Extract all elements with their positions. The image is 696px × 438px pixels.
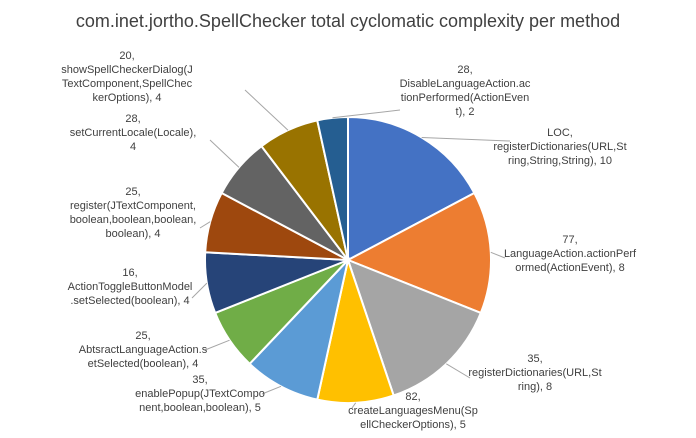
slice-label-7: 25, register(JTextComponent, boolean,boole…	[70, 186, 197, 240]
slice-label-line: 16,	[122, 267, 137, 279]
leader-line-9	[244, 89, 289, 131]
slice-label-line: LanguageAction.actionPerf	[504, 248, 637, 260]
pie-slice-1	[345, 191, 492, 315]
slice-label-line: registerDictionaries(URL,St	[468, 367, 601, 379]
slice-label-line: DisableLanguageAction.ac	[400, 78, 531, 90]
slice-label-line: ellCheckerOptions), 5	[360, 419, 466, 431]
slice-label-0: LOC, registerDictionaries(URL,St ring,Stri…	[493, 127, 626, 167]
leader-line-1	[490, 251, 506, 259]
leader-lines	[191, 89, 511, 409]
slice-label-line: LOC,	[547, 127, 573, 139]
leader-line-2	[446, 363, 471, 379]
slice-label-line: AbtsractLanguageAction.s	[79, 344, 208, 356]
leader-line-4	[261, 385, 282, 395]
slice-label-line: createLanguagesMenu(Sp	[348, 405, 478, 417]
slice-label-line: 20,	[119, 50, 134, 62]
slice-label-9: 20, showSpellCheckerDialog(J TextComponent…	[61, 50, 192, 104]
slice-label-line: tionPerformed(ActionEven	[401, 92, 529, 104]
slice-label-line: registerDictionaries(URL,St	[493, 141, 626, 153]
pie-slices	[204, 115, 492, 404]
slice-label-line: TextComponent,SpellChec	[62, 78, 193, 90]
slice-label-line: 28,	[457, 64, 472, 76]
leader-line-5	[204, 339, 230, 351]
slice-label-line: enablePopup(JTextCompo	[135, 388, 265, 400]
slice-label-line: ActionToggleButtonModel	[68, 281, 193, 293]
slice-label-line: 77,	[562, 234, 577, 246]
slice-label-3: 82, createLanguagesMenu(Sp ellCheckerOptio…	[348, 391, 478, 431]
slice-label-line: 25,	[135, 330, 150, 342]
slice-label-line: nent,boolean,boolean), 5	[139, 402, 261, 414]
slice-label-line: t), 2	[456, 106, 475, 118]
leader-line-7	[199, 221, 211, 229]
pie-slice-2	[346, 258, 483, 397]
slice-label-2: 35, registerDictionaries(URL,St ring), 8	[468, 353, 601, 393]
slice-label-5: 25, AbtsractLanguageAction.s etSelected(bo…	[79, 330, 208, 370]
slice-label-line: ormed(ActionEvent), 8	[515, 262, 624, 274]
slice-label-line: 35,	[192, 374, 207, 386]
leader-line-10	[332, 109, 401, 119]
chart-title: com.inet.jortho.SpellChecker total cyclo…	[76, 11, 620, 31]
slice-label-line: 4	[130, 141, 136, 153]
slice-label-line: ring), 8	[518, 381, 552, 393]
leader-line-0	[421, 137, 511, 142]
leader-line-6	[191, 282, 208, 299]
slice-label-line: boolean,boolean,boolean,	[70, 214, 197, 226]
slice-label-line: etSelected(boolean), 4	[88, 358, 199, 370]
slice-label-line: 25,	[125, 186, 140, 198]
slice-label-6: 16, ActionToggleButtonModel .setSelected(b…	[68, 267, 193, 307]
slice-label-line: 28,	[125, 113, 140, 125]
slice-labels: LOC, registerDictionaries(URL,St ring,Stri…	[61, 50, 637, 431]
slice-label-line: kerOptions), 4	[92, 92, 161, 104]
slice-label-8: 28, setCurrentLocale(Locale), 4	[70, 113, 197, 153]
slice-label-1: 77, LanguageAction.actionPerf ormed(Action…	[504, 234, 637, 274]
leader-line-3	[351, 402, 357, 409]
slice-label-4: 35, enablePopup(JTextCompo nent,boolean,bo…	[135, 374, 265, 414]
leader-line-8	[209, 139, 240, 168]
slice-label-line: 35,	[527, 353, 542, 365]
slice-label-line: boolean), 4	[105, 228, 160, 240]
slice-label-line: register(JTextComponent,	[70, 200, 196, 212]
slice-label-line: showSpellCheckerDialog(J	[61, 64, 192, 76]
slice-label-line: setCurrentLocale(Locale),	[70, 127, 197, 139]
slice-label-line: .setSelected(boolean), 4	[70, 295, 189, 307]
slice-label-line: ring,String,String), 10	[508, 155, 612, 167]
slice-label-10: 28, DisableLanguageAction.ac tionPerformed…	[400, 64, 531, 118]
slice-label-line: 82,	[405, 391, 420, 403]
